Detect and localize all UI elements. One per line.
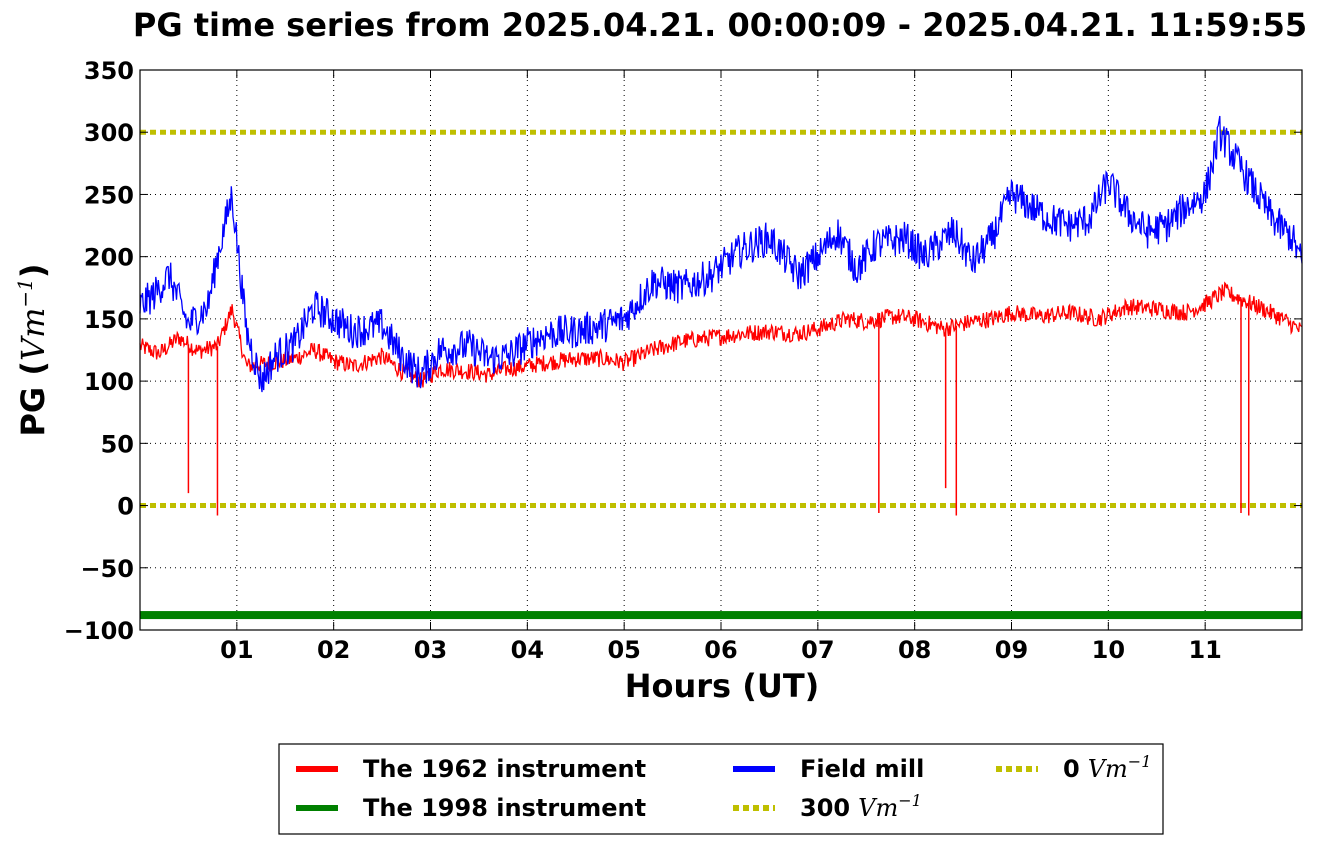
legend-label-1: The 1998 instrument (363, 794, 646, 822)
chart-title: PG time series from 2025.04.21. 00:00:09… (133, 6, 1307, 44)
y-tick-label-5: 150 (84, 306, 134, 334)
series-field-mill (139, 115, 1303, 393)
y-tick-label-9: 350 (84, 57, 134, 85)
y-axis-label: PG (Vm−1) (13, 263, 52, 436)
y-axis-label-unit: Vm (14, 308, 52, 361)
legend: The 1962 instrument The 1998 instrument Fi… (278, 743, 1164, 835)
x-tick-label-01: 01 (220, 636, 253, 664)
legend-label-3: 300 Vm−1 (800, 791, 922, 822)
legend-label-0: The 1962 instrument (363, 755, 646, 783)
y-axis-label-exponent: −1 (13, 278, 37, 307)
axis-ticks: 01 02 03 04 05 06 07 08 09 10 11 −100 −50 0 50 100 150 20… (64, 57, 1302, 664)
y-tick-label-8: 300 (84, 119, 134, 147)
reference-lines (140, 129, 1302, 509)
series-lines (139, 115, 1303, 620)
x-tick-label-07: 07 (801, 636, 834, 664)
y-tick-label-6: 200 (84, 244, 134, 272)
legend-item-0: The 1962 instrument (296, 755, 646, 783)
legend-item-1: The 1998 instrument (296, 794, 646, 822)
legend-label-2: Field mill (800, 755, 924, 783)
y-axis-label-prefix: PG ( (14, 361, 52, 436)
legend-item-2: Field mill (733, 755, 924, 783)
series-the-1962-instrument (139, 281, 1303, 388)
x-tick-label-02: 02 (317, 636, 350, 664)
legend-frame (278, 743, 1164, 835)
y-tick-label-7: 250 (84, 181, 134, 209)
legend-item-3: 300 Vm−1 (733, 791, 922, 822)
x-tick-label-05: 05 (607, 636, 640, 664)
series-the-1998-instrument (140, 611, 1302, 620)
x-tick-label-10: 10 (1092, 636, 1125, 664)
x-tick-label-08: 08 (898, 636, 931, 664)
y-tick-label-1: −50 (80, 555, 134, 583)
y-tick-label-3: 50 (101, 430, 134, 458)
legend-item-4: 0 Vm−1 (996, 752, 1151, 783)
x-axis-label: Hours (UT) (625, 667, 820, 705)
legend-label-4: 0 Vm−1 (1063, 752, 1151, 783)
x-tick-label-06: 06 (704, 636, 737, 664)
x-tick-label-11: 11 (1188, 636, 1221, 664)
x-tick-label-04: 04 (511, 636, 544, 664)
x-tick-label-09: 09 (995, 636, 1028, 664)
y-tick-label-4: 100 (84, 368, 134, 396)
y-tick-label-0: −100 (64, 617, 134, 645)
x-tick-label-03: 03 (414, 636, 447, 664)
y-tick-label-2: 0 (117, 493, 134, 521)
y-axis-label-suffix: ) (14, 263, 52, 278)
